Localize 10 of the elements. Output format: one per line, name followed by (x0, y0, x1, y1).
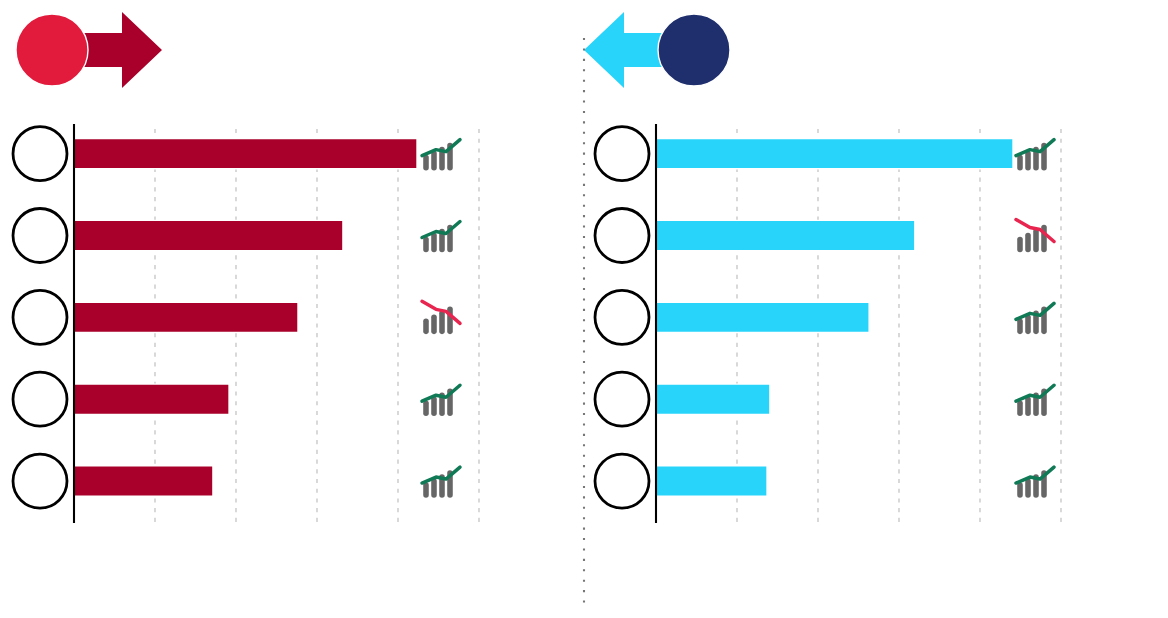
bar (74, 383, 230, 416)
bar (74, 465, 214, 497)
bar (74, 301, 299, 334)
bar (656, 465, 768, 497)
bar (74, 219, 344, 252)
bar (656, 137, 1014, 170)
bar (656, 301, 870, 334)
bar (656, 219, 916, 252)
bar (74, 137, 418, 170)
bar (656, 383, 771, 416)
